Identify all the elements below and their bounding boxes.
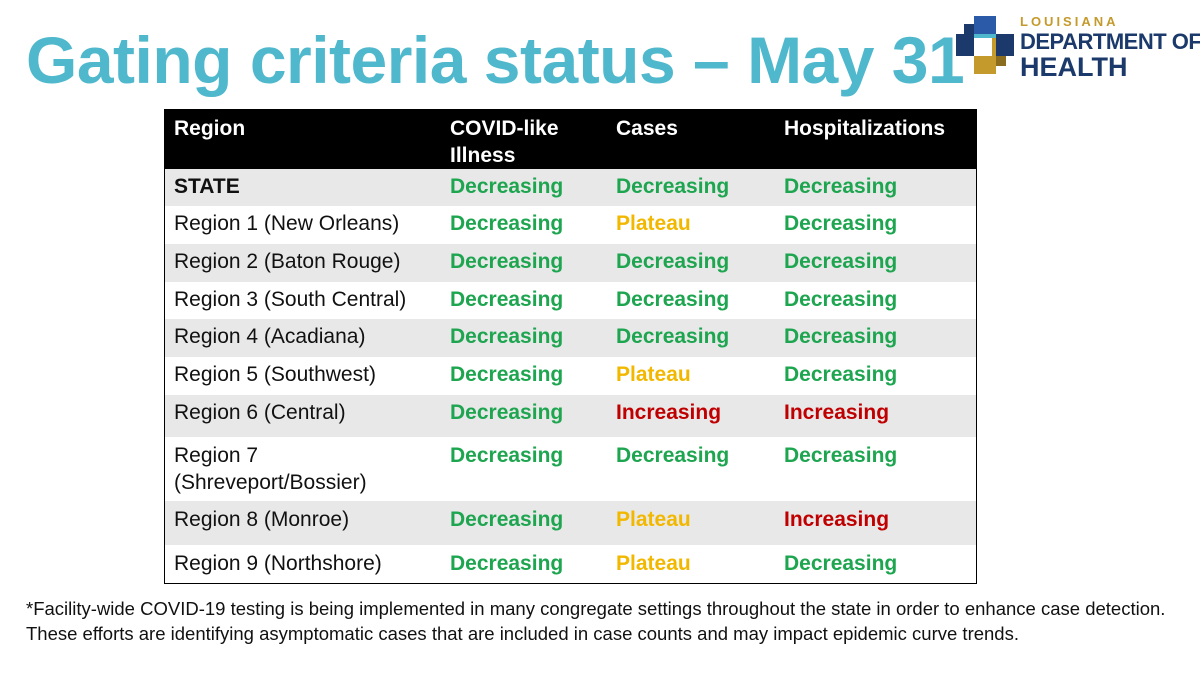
covid-like-illness-cell: Decreasing: [441, 282, 607, 319]
ldh-logo: LOUISIANA DEPARTMENT OF HEALTH: [956, 14, 1200, 81]
region-cell: STATE: [165, 169, 441, 206]
table-row: Region 9 (Northshore) Decreasing Plateau De…: [165, 545, 976, 583]
table-row: Region 7 (Shreveport/Bossier) Decreasing D…: [165, 437, 976, 501]
table-row: Region 6 (Central) Decreasing Increasing In…: [165, 395, 976, 437]
region-cell: Region 3 (South Central): [165, 282, 441, 319]
covid-like-illness-cell: Decreasing: [441, 206, 607, 244]
hospitalizations-cell: Decreasing: [775, 437, 976, 501]
covid-like-illness-cell: Decreasing: [441, 244, 607, 282]
region-cell: Region 6 (Central): [165, 395, 441, 437]
table-row: Region 3 (South Central) Decreasing Decrea…: [165, 282, 976, 319]
cases-cell: Decreasing: [607, 319, 775, 357]
logo-dept: DEPARTMENT OF: [1020, 29, 1200, 54]
region-cell: Region 8 (Monroe): [165, 501, 441, 545]
hospitalizations-cell: Decreasing: [775, 244, 976, 282]
covid-like-illness-cell: Decreasing: [441, 319, 607, 357]
header-cases: Cases: [607, 110, 775, 169]
cases-cell: Plateau: [607, 357, 775, 395]
covid-like-illness-cell: Decreasing: [441, 437, 607, 501]
logo-health: HEALTH: [1020, 52, 1128, 82]
hospitalizations-cell: Decreasing: [775, 357, 976, 395]
table-header-row: Region COVID-like Illness Cases Hospital…: [165, 110, 976, 169]
logo-state: LOUISIANA: [1020, 14, 1119, 29]
region-cell: Region 5 (Southwest): [165, 357, 441, 395]
cases-cell: Decreasing: [607, 437, 775, 501]
region-cell: Region 7 (Shreveport/Bossier): [165, 437, 441, 501]
header-hospitalizations: Hospitalizations: [775, 110, 976, 169]
table-row: Region 8 (Monroe) Decreasing Plateau Increa…: [165, 501, 976, 545]
covid-like-illness-cell: Decreasing: [441, 501, 607, 545]
covid-like-illness-cell: Decreasing: [441, 169, 607, 206]
hospitalizations-cell: Decreasing: [775, 282, 976, 319]
table-row: STATE Decreasing Decreasing Decreasing: [165, 169, 976, 206]
table-row: Region 5 (Southwest) Decreasing Plateau Dec…: [165, 357, 976, 395]
region-cell: Region 2 (Baton Rouge): [165, 244, 441, 282]
covid-like-illness-cell: Decreasing: [441, 357, 607, 395]
table-row: Region 2 (Baton Rouge) Decreasing Decreasi…: [165, 244, 976, 282]
hospitalizations-cell: Decreasing: [775, 319, 976, 357]
hospitalizations-cell: Decreasing: [775, 169, 976, 206]
header-covid-like-illness: COVID-like Illness: [441, 110, 607, 169]
cases-cell: Decreasing: [607, 169, 775, 206]
cases-cell: Decreasing: [607, 244, 775, 282]
cases-cell: Plateau: [607, 501, 775, 545]
covid-like-illness-cell: Decreasing: [441, 395, 607, 437]
region-cell: Region 9 (Northshore): [165, 545, 441, 583]
hospitalizations-cell: Decreasing: [775, 545, 976, 583]
logo-wordmark: LOUISIANA DEPARTMENT OF HEALTH: [1020, 14, 1200, 82]
ldh-cross-icon: [956, 16, 1014, 74]
table-row: Region 1 (New Orleans) Decreasing Plateau D…: [165, 206, 976, 244]
region-cell: Region 4 (Acadiana): [165, 319, 441, 357]
hospitalizations-cell: Decreasing: [775, 206, 976, 244]
header-region: Region: [165, 110, 441, 169]
table-body: STATE Decreasing Decreasing Decreasing Regio…: [165, 169, 976, 583]
table-row: Region 4 (Acadiana) Decreasing Decreasing D…: [165, 319, 976, 357]
hospitalizations-cell: Increasing: [775, 501, 976, 545]
cases-cell: Decreasing: [607, 282, 775, 319]
hospitalizations-cell: Increasing: [775, 395, 976, 437]
cases-cell: Increasing: [607, 395, 775, 437]
footnote: *Facility-wide COVID-19 testing is being…: [26, 598, 1166, 644]
covid-like-illness-cell: Decreasing: [441, 545, 607, 583]
cases-cell: Plateau: [607, 206, 775, 244]
gating-criteria-table: Region COVID-like Illness Cases Hospital…: [164, 109, 977, 584]
page-title: Gating criteria status – May 31: [26, 23, 965, 97]
region-cell: Region 1 (New Orleans): [165, 206, 441, 244]
cases-cell: Plateau: [607, 545, 775, 583]
